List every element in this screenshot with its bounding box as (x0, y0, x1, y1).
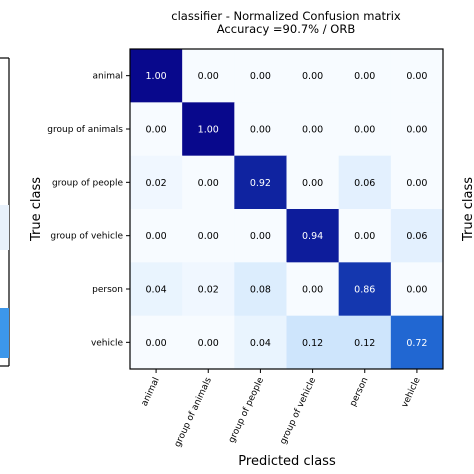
cell-value-label: 0.00 (198, 71, 219, 82)
x-axis-ticks: animal group of animals group of people gro… (140, 369, 423, 449)
y-tick-label: group of animals (47, 125, 123, 135)
cell-value-label: 0.00 (146, 125, 167, 136)
left-panel-light-cell (0, 205, 9, 250)
matrix-cell (390, 262, 444, 317)
cell-value-label: 0.00 (250, 125, 271, 136)
matrix-cell (182, 155, 235, 210)
left-panel-fragment (0, 57, 10, 367)
matrix-cell (338, 209, 392, 263)
cell-value-label: 0.06 (406, 231, 427, 242)
cell-value-label: 0.00 (302, 125, 323, 136)
matrix-cell (286, 155, 340, 210)
cell-value-label: 0.02 (198, 285, 219, 296)
cell-value-label: 0.00 (250, 71, 271, 82)
matrix-cell (234, 49, 287, 103)
matrix-cell (338, 262, 392, 317)
matrix-cells (130, 49, 444, 370)
cell-value-label: 0.00 (198, 178, 219, 189)
x-tick-label: group of people (227, 376, 266, 445)
cell-value-label: 1.00 (198, 125, 219, 136)
cell-value-label: 0.12 (302, 338, 323, 349)
x-tick-label: person (348, 376, 370, 408)
cell-value-label: 0.06 (354, 178, 375, 189)
matrix-cell (390, 49, 444, 103)
matrix-cell (286, 209, 340, 263)
matrix-cell (338, 49, 392, 103)
cell-value-label: 0.00 (406, 71, 427, 82)
y-tick-label: group of vehicle (50, 232, 123, 242)
plot-frame (129, 48, 444, 370)
x-tick-label: group of vehicle (279, 376, 319, 446)
matrix-values: 1.00 0.00 0.00 0.00 0.00 0.00 0.00 1.00 0.00 0.00… (146, 71, 428, 349)
cell-value-label: 0.00 (302, 285, 323, 296)
matrix-cell (130, 262, 183, 317)
cell-value-label: 0.00 (198, 231, 219, 242)
y-tick-label: group of people (52, 178, 124, 188)
matrix-cell (130, 315, 183, 370)
cell-value-label: 0.00 (302, 71, 323, 82)
x-tick-label: group of animals (173, 376, 214, 449)
chart-title: classifier - Normalized Confusion matrix (171, 9, 401, 23)
matrix-cell (390, 315, 444, 370)
left-panel-blue-cell (0, 308, 9, 358)
cell-value-label: 0.00 (406, 178, 427, 189)
matrix-cell (234, 262, 287, 317)
cell-value-label: 0.08 (250, 285, 271, 296)
matrix-cell (182, 49, 235, 103)
cell-value-label: 0.00 (302, 178, 323, 189)
matrix-cell (390, 102, 444, 157)
cell-value-label: 0.00 (198, 338, 219, 349)
y-tick-label: animal (92, 72, 123, 82)
x-tick-label: animal (140, 376, 162, 408)
matrix-cell (338, 155, 392, 210)
matrix-cell (182, 209, 235, 263)
matrix-cell (182, 315, 235, 370)
cell-value-label: 0.04 (250, 338, 271, 349)
chart-subtitle: Accuracy =90.7% / ORB (217, 22, 356, 36)
matrix-cell (234, 315, 287, 370)
matrix-cell (390, 209, 444, 263)
x-tick-label: vehicle (400, 376, 423, 410)
matrix-cell (234, 155, 287, 210)
y-axis-label: True class (29, 177, 44, 242)
cell-value-label: 0.04 (146, 285, 167, 296)
matrix-cell (390, 155, 444, 210)
matrix-cell (182, 102, 235, 157)
cell-value-label: 0.00 (406, 285, 427, 296)
matrix-cell (130, 102, 183, 157)
matrix-cell (234, 209, 287, 263)
cell-value-label: 1.00 (146, 71, 167, 82)
cell-value-label: 0.00 (354, 71, 375, 82)
cell-value-label: 0.00 (406, 125, 427, 136)
cell-value-label: 0.12 (354, 338, 375, 349)
cell-value-label: 0.94 (302, 231, 323, 242)
cell-value-label: 0.02 (146, 178, 167, 189)
y-tick-label: person (92, 285, 123, 295)
matrix-cell (286, 49, 340, 103)
right-panel-y-axis-label: True class (461, 177, 474, 242)
cell-value-label: 0.00 (354, 231, 375, 242)
matrix-cell (286, 315, 340, 370)
cell-value-label: 0.00 (354, 125, 375, 136)
cell-value-label: 0.92 (250, 178, 271, 189)
matrix-cell (130, 49, 183, 103)
cell-value-label: 0.86 (354, 285, 375, 296)
matrix-cell (338, 315, 392, 370)
y-tick-label: vehicle (91, 338, 124, 348)
matrix-cell (182, 262, 235, 317)
matrix-cell (286, 102, 340, 157)
y-axis-ticks: animal group of animals group of people gro… (47, 72, 130, 348)
cell-value-label: 0.00 (250, 231, 271, 242)
matrix-cell (130, 209, 183, 263)
matrix-cell (286, 262, 340, 317)
x-axis-label: Predicted class (238, 454, 336, 469)
matrix-cell (234, 102, 287, 157)
matrix-cell (130, 155, 183, 210)
cell-value-label: 0.00 (146, 231, 167, 242)
cell-value-label: 0.72 (406, 338, 427, 349)
matrix-cell (338, 102, 392, 157)
cell-value-label: 0.00 (146, 338, 167, 349)
